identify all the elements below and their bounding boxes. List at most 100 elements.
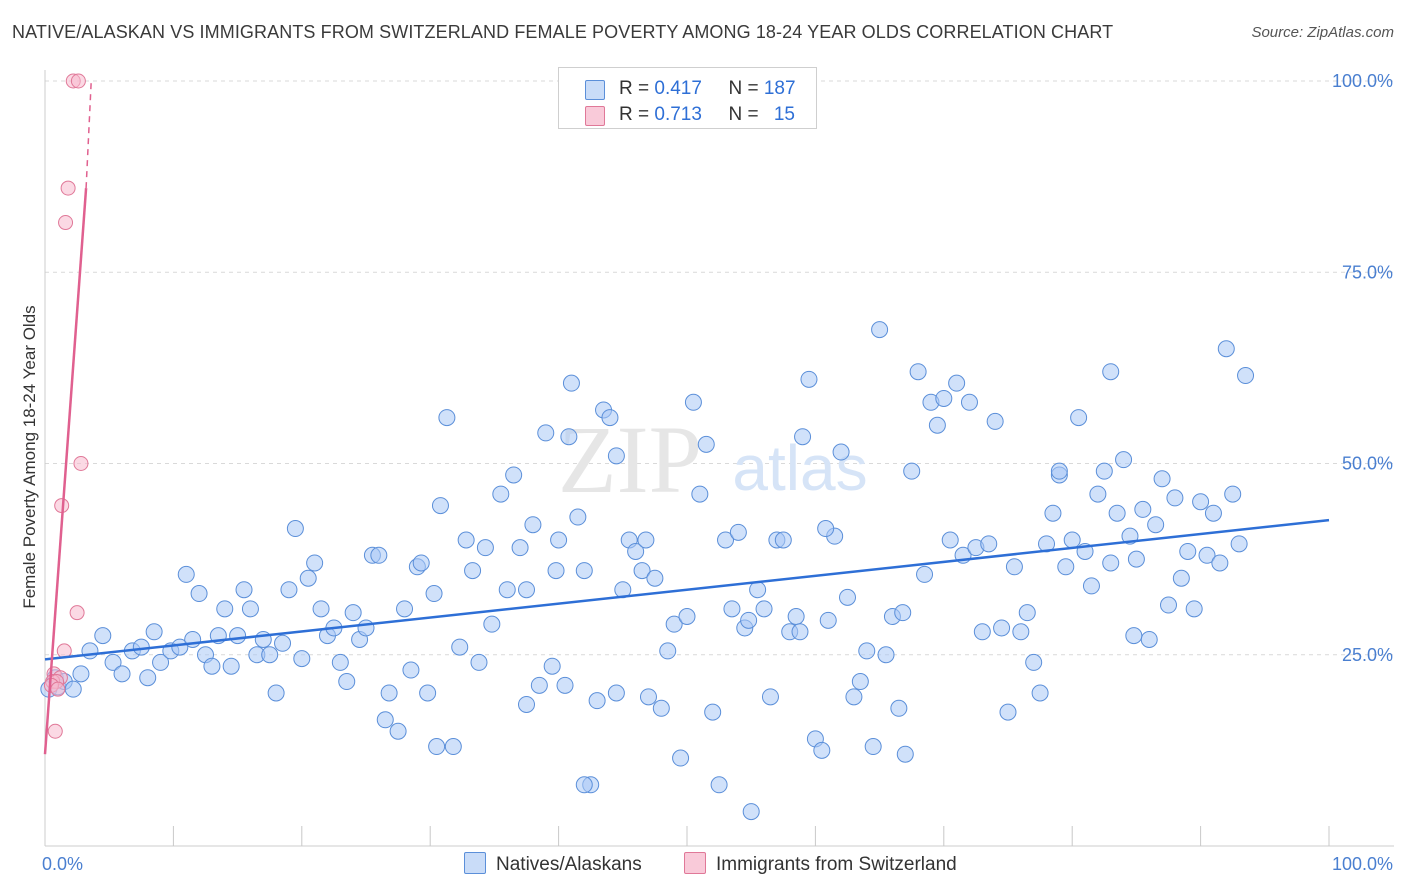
data-point-natives: [973, 623, 991, 641]
data-point-natives: [376, 711, 394, 729]
data-point-natives: [261, 646, 279, 664]
data-point-natives: [1102, 363, 1120, 381]
data-point-natives: [431, 497, 449, 515]
data-point-natives: [1005, 558, 1023, 576]
watermark-zip: ZIP: [558, 406, 702, 513]
data-point-natives: [819, 611, 837, 629]
data-point-natives: [1012, 623, 1030, 641]
data-point-natives: [678, 608, 696, 625]
data-point-natives: [1185, 600, 1203, 618]
bottom-swatch-swiss: [684, 852, 706, 874]
data-point-natives: [659, 642, 677, 660]
data-point-natives: [402, 661, 420, 679]
correlation-legend: R = 0.417 N = 187 R = 0.713 N = 15: [558, 67, 817, 129]
data-point-natives: [665, 615, 683, 633]
data-point-natives: [1108, 504, 1126, 522]
data-point-natives: [139, 669, 157, 687]
data-point-natives: [389, 722, 407, 740]
data-point-natives: [1147, 516, 1165, 534]
data-point-natives: [710, 776, 728, 794]
data-point-natives: [1237, 367, 1255, 385]
data-point-natives: [464, 562, 482, 580]
y-tick-label: 100.0%: [1332, 71, 1393, 91]
data-point-natives: [909, 363, 927, 381]
y-tick-label: 75.0%: [1342, 262, 1393, 282]
data-point-natives: [550, 531, 568, 549]
data-point-natives: [511, 539, 529, 557]
data-point-natives: [1230, 535, 1248, 553]
data-point-natives: [652, 699, 670, 717]
data-point-natives: [980, 535, 998, 553]
data-point-natives: [1082, 577, 1100, 595]
data-point-natives: [1160, 596, 1177, 614]
data-point-natives: [543, 657, 561, 675]
data-point-natives: [1153, 470, 1171, 488]
data-point-natives: [691, 485, 709, 503]
legend-swatch-natives: [585, 80, 605, 100]
data-point-natives: [817, 520, 835, 538]
gridlines: [45, 80, 1394, 656]
data-point-natives: [476, 539, 494, 557]
y-axis-label: Female Poverty Among 18-24 Year Olds: [20, 305, 39, 609]
legend-n-value: 15: [773, 104, 795, 125]
data-point-natives: [556, 676, 574, 694]
chart-title: NATIVE/ALASKAN VS IMMIGRANTS FROM SWITZE…: [12, 22, 1114, 42]
data-point-natives: [813, 741, 831, 759]
data-point-natives: [999, 703, 1017, 721]
data-point-natives: [639, 688, 657, 706]
data-point-natives: [1179, 542, 1197, 560]
data-point-natives: [858, 642, 876, 660]
data-point-natives: [518, 695, 535, 713]
data-point-natives: [412, 554, 430, 572]
data-point-swiss: [47, 723, 63, 739]
trend-lines: [43, 80, 1330, 755]
data-point-natives: [396, 600, 414, 618]
data-point-natives: [986, 412, 1004, 430]
data-point-natives: [704, 703, 722, 721]
x-tick-label: 100.0%: [1332, 854, 1393, 874]
data-point-natives: [94, 627, 112, 645]
data-point-natives: [1217, 340, 1235, 358]
data-point-natives: [299, 569, 317, 587]
data-point-natives: [928, 416, 946, 434]
data-point-natives: [530, 676, 548, 694]
data-point-natives: [896, 745, 914, 763]
data-point-natives: [569, 508, 587, 526]
source-label: Source: ZipAtlas.com: [1251, 24, 1394, 41]
data-point-natives: [241, 600, 259, 618]
data-point-natives: [438, 409, 456, 427]
legend-n-value: 187: [763, 78, 796, 99]
data-point-natives: [851, 673, 869, 691]
bottom-legend-label: Immigrants from Switzerland: [716, 854, 957, 875]
data-point-natives: [960, 393, 978, 411]
data-point-natives: [832, 443, 850, 461]
data-point-swiss: [58, 215, 74, 231]
data-point-natives: [483, 615, 501, 633]
data-point-natives: [697, 435, 715, 453]
data-point-natives: [492, 485, 510, 503]
data-point-natives: [672, 749, 690, 767]
trend-line-natives: [44, 518, 1330, 661]
data-point-natives: [903, 462, 921, 480]
data-point-natives: [235, 581, 253, 599]
data-point-natives: [498, 581, 516, 599]
data-point-natives: [104, 653, 122, 671]
data-point-natives: [216, 600, 234, 618]
bottom-legend-swiss: Immigrants from Switzerland: [684, 852, 957, 876]
data-point-natives: [331, 653, 349, 671]
data-point-natives: [537, 424, 555, 442]
data-point-natives: [791, 623, 809, 641]
data-point-natives: [72, 665, 90, 683]
data-point-natives: [749, 581, 767, 599]
data-point-natives: [607, 684, 625, 702]
data-point-natives: [222, 657, 240, 675]
data-point-natives: [152, 653, 170, 671]
data-point-swiss: [50, 681, 66, 697]
data-point-natives: [729, 523, 747, 541]
data-point-natives: [845, 688, 863, 706]
data-point-natives: [941, 531, 959, 549]
data-point-natives: [505, 466, 523, 484]
data-point-natives: [293, 650, 311, 668]
data-point-natives: [1018, 604, 1036, 622]
data-point-natives: [113, 665, 131, 683]
